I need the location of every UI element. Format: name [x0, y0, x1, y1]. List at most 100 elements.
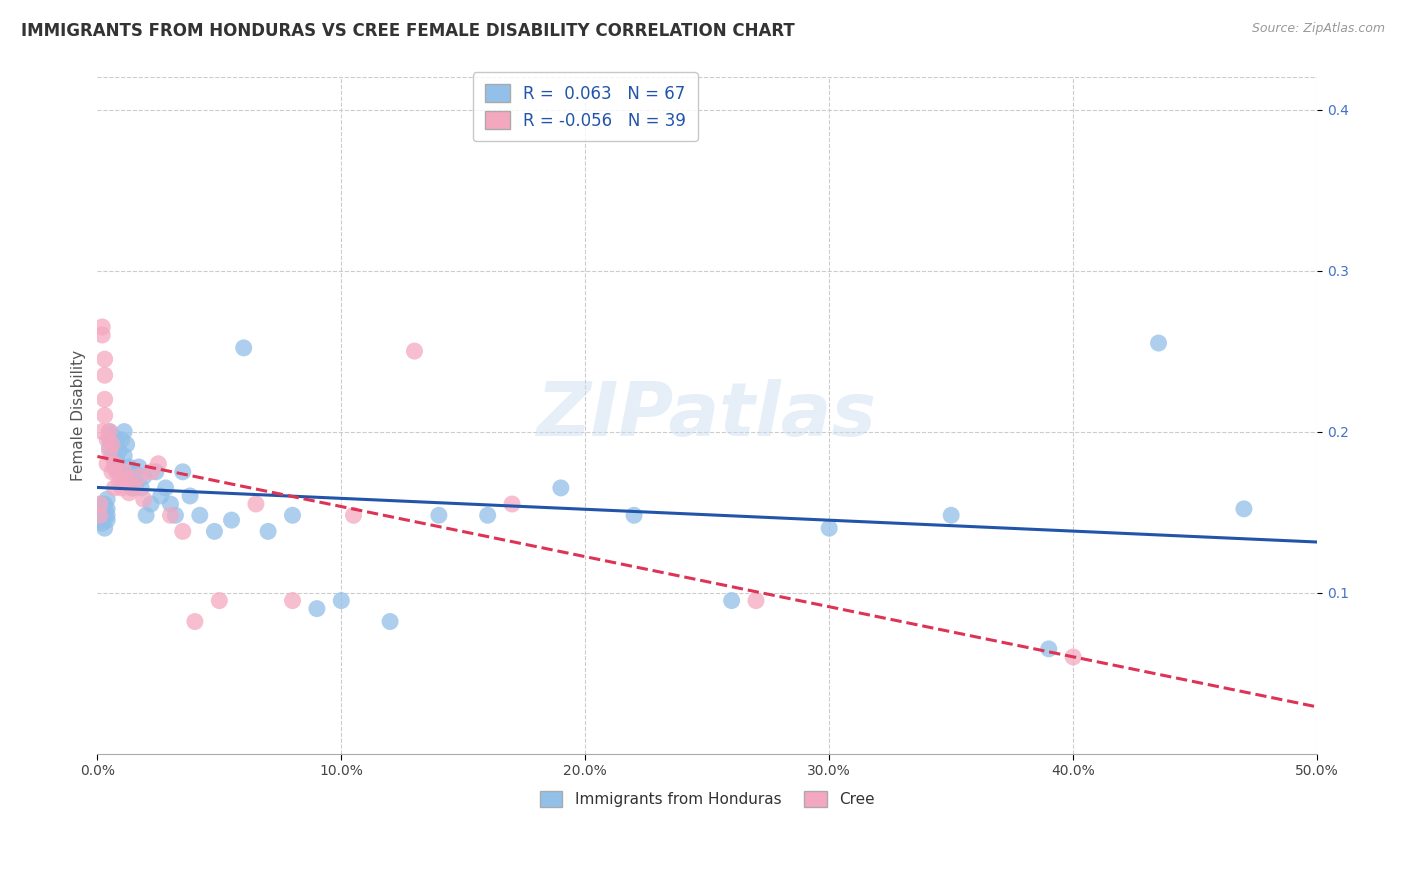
- Point: [1038, 641, 1060, 656]
- Point: [1233, 501, 1256, 516]
- Point: [720, 593, 742, 607]
- Point: [122, 481, 145, 495]
- Point: [89, 508, 111, 523]
- Point: [135, 508, 157, 523]
- Point: [149, 489, 172, 503]
- Point: [89, 508, 111, 523]
- Point: [245, 497, 267, 511]
- Text: Source: ZipAtlas.com: Source: ZipAtlas.com: [1251, 22, 1385, 36]
- Point: [112, 465, 135, 479]
- Point: [112, 449, 135, 463]
- Point: [101, 433, 124, 447]
- Point: [165, 508, 187, 523]
- Point: [145, 465, 167, 479]
- Point: [342, 508, 364, 523]
- Point: [477, 508, 499, 523]
- Point: [93, 497, 115, 511]
- Point: [257, 524, 280, 539]
- Point: [91, 505, 114, 519]
- Point: [103, 481, 125, 495]
- Point: [89, 501, 111, 516]
- Point: [281, 593, 304, 607]
- Point: [98, 433, 121, 447]
- Point: [93, 501, 115, 516]
- Point: [96, 513, 118, 527]
- Point: [93, 392, 115, 407]
- Point: [98, 425, 121, 439]
- Point: [91, 516, 114, 531]
- Text: ZIPatlas: ZIPatlas: [537, 379, 877, 452]
- Point: [118, 460, 141, 475]
- Point: [108, 465, 131, 479]
- Point: [103, 460, 125, 475]
- Point: [89, 513, 111, 527]
- Point: [941, 508, 963, 523]
- Point: [139, 497, 162, 511]
- Point: [105, 465, 128, 479]
- Point: [103, 437, 125, 451]
- Point: [111, 473, 134, 487]
- Point: [96, 457, 118, 471]
- Point: [208, 593, 231, 607]
- Point: [112, 425, 135, 439]
- Point: [108, 476, 131, 491]
- Point: [159, 497, 181, 511]
- Point: [93, 409, 115, 423]
- Point: [745, 593, 768, 607]
- Point: [91, 320, 114, 334]
- Point: [132, 469, 155, 483]
- Point: [129, 481, 152, 495]
- Point: [96, 508, 118, 523]
- Point: [115, 437, 138, 451]
- Point: [96, 433, 118, 447]
- Point: [172, 524, 194, 539]
- Point: [550, 481, 572, 495]
- Point: [89, 497, 111, 511]
- Point: [172, 465, 194, 479]
- Point: [1147, 336, 1170, 351]
- Point: [103, 457, 125, 471]
- Point: [139, 465, 162, 479]
- Point: [118, 485, 141, 500]
- Point: [91, 328, 114, 343]
- Point: [184, 615, 207, 629]
- Point: [93, 508, 115, 523]
- Point: [132, 492, 155, 507]
- Point: [105, 453, 128, 467]
- Point: [1062, 649, 1084, 664]
- Point: [128, 460, 150, 475]
- Point: [122, 465, 145, 479]
- Point: [105, 433, 128, 447]
- Point: [91, 425, 114, 439]
- Point: [101, 437, 124, 451]
- Point: [96, 492, 118, 507]
- Point: [305, 601, 328, 615]
- Point: [101, 465, 124, 479]
- Point: [623, 508, 645, 523]
- Point: [98, 443, 121, 458]
- Point: [378, 615, 401, 629]
- Point: [125, 476, 148, 491]
- Point: [159, 508, 181, 523]
- Point: [179, 489, 201, 503]
- Point: [404, 344, 426, 359]
- Point: [108, 443, 131, 458]
- Point: [188, 508, 211, 523]
- Point: [148, 457, 170, 471]
- Point: [93, 368, 115, 383]
- Point: [115, 473, 138, 487]
- Point: [101, 427, 124, 442]
- Point: [93, 521, 115, 535]
- Text: IMMIGRANTS FROM HONDURAS VS CREE FEMALE DISABILITY CORRELATION CHART: IMMIGRANTS FROM HONDURAS VS CREE FEMALE …: [21, 22, 794, 40]
- Point: [128, 469, 150, 483]
- Point: [91, 509, 114, 524]
- Point: [98, 425, 121, 439]
- Point: [501, 497, 523, 511]
- Legend: Immigrants from Honduras, Cree: Immigrants from Honduras, Cree: [533, 785, 882, 814]
- Point: [96, 501, 118, 516]
- Point: [101, 449, 124, 463]
- Point: [111, 433, 134, 447]
- Point: [281, 508, 304, 523]
- Point: [111, 481, 134, 495]
- Point: [221, 513, 243, 527]
